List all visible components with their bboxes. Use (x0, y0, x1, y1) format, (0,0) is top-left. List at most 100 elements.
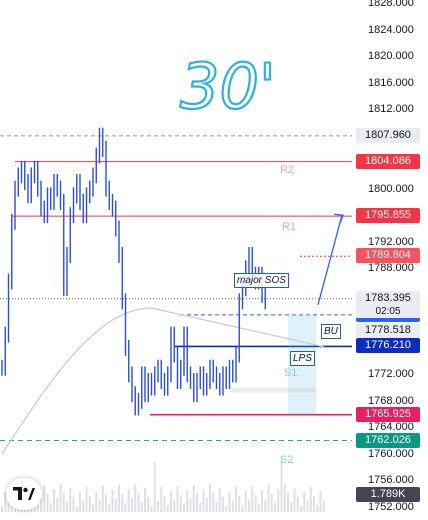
volume-bar (218, 488, 221, 512)
volume-bar (316, 505, 319, 512)
price-tick-label: 1816.000 (368, 76, 414, 89)
tradingview-logo[interactable] (6, 478, 42, 510)
volume-bar (248, 500, 250, 512)
pivot-label-r2: R2 (280, 164, 294, 176)
volume-bar (72, 497, 75, 512)
volume-bar (277, 489, 280, 512)
volume-bar (111, 490, 114, 512)
volume-bar (150, 506, 153, 512)
volume-bar (257, 504, 260, 512)
volume-bar (205, 498, 208, 512)
volume-bar (215, 502, 218, 512)
volume-bar (274, 503, 276, 512)
volume-bar (202, 489, 205, 512)
volume-bar (147, 497, 150, 512)
volume-bar (270, 494, 273, 512)
volume-bar (1, 506, 3, 512)
volume-bar (137, 493, 140, 512)
volume-bar (176, 486, 179, 512)
volume-bar (101, 486, 104, 512)
volume-bar (222, 497, 224, 512)
price-tick-label: 1760.000 (368, 447, 414, 460)
projection-arrow (317, 215, 343, 305)
volume-bar (118, 485, 120, 512)
volume-bar (241, 505, 244, 512)
volume-bar (296, 497, 299, 512)
support-zone-box (230, 387, 316, 393)
volume-bar (95, 491, 98, 512)
volume-bar (124, 503, 127, 512)
volume-bar (105, 495, 107, 512)
volume-bar (40, 499, 42, 512)
volume-bar (59, 484, 62, 512)
volume-bar (134, 484, 137, 512)
volume-bar (183, 504, 185, 512)
volume-bar (283, 484, 286, 512)
volume-bar (189, 499, 192, 512)
price-tick-label: 1772.000 (368, 368, 414, 381)
price-chart[interactable]: 30' R2 R1 S1 S2 (0, 0, 352, 520)
volume-bar (157, 501, 159, 512)
volume-bar (153, 462, 156, 512)
volume-bar (251, 486, 254, 512)
price-tick-label: 1764.000 (368, 421, 414, 434)
volume-bar (92, 505, 94, 512)
price-tag-tag-low: 1765.925 (356, 406, 420, 422)
tradingview-logo-icon (13, 487, 35, 500)
volume-bar (144, 488, 146, 512)
price-candles (1, 127, 266, 416)
volume-bar (160, 487, 163, 512)
volume-bar (319, 491, 322, 512)
bar-countdown: 02:05 (356, 305, 420, 318)
major-sos-label: major SOS (234, 273, 289, 288)
volume-bar (287, 493, 289, 512)
price-tick-label: 1768.000 (368, 394, 414, 407)
volume-bar (33, 504, 36, 512)
volume-bar (303, 492, 306, 512)
volume-bar (225, 506, 228, 512)
horizontal-levels (0, 135, 352, 442)
price-tag-tag-last: 1783.395 (356, 290, 420, 306)
volume-bar (196, 494, 198, 512)
price-tick-label: 1756.000 (368, 474, 414, 487)
volume-bar (69, 488, 72, 512)
volume-bar (62, 493, 65, 512)
volume-bar (127, 489, 130, 512)
bu-label: BU (321, 324, 341, 339)
volume-bar (166, 505, 169, 512)
volume-bar (98, 500, 101, 512)
volume-bar (293, 488, 296, 512)
price-tag-tag-ma: 1778.518 (356, 323, 420, 339)
volume-bar (290, 502, 293, 512)
volume-bar (56, 498, 59, 512)
volume-bar (244, 491, 247, 512)
volume-bar (49, 503, 52, 512)
price-tick-label: 1828.000 (368, 0, 414, 9)
volume-bar (108, 504, 111, 512)
volume-bar (85, 487, 88, 512)
volume-bar (309, 487, 312, 512)
volume-bar (238, 496, 241, 512)
volume-bar (173, 500, 176, 512)
price-tick-label: 1752.000 (368, 501, 414, 513)
volume-bar (170, 491, 172, 512)
volume-bar (43, 485, 46, 512)
volume-bar (186, 490, 189, 512)
pivot-label-s1: S1 (284, 367, 297, 379)
lps-label: LPS (290, 351, 315, 366)
price-tag-tag-lps: 1776.210 (356, 338, 420, 354)
volume-bar (66, 502, 68, 512)
volume-bar (199, 503, 202, 512)
volume-bar (75, 506, 78, 512)
price-tick-label: 1820.000 (368, 50, 414, 63)
price-tag-tag-volume: 1.789K (356, 487, 420, 502)
volume-bar (88, 496, 91, 512)
volume-bar (228, 492, 231, 512)
volume-bars (1, 458, 325, 512)
volume-bar (306, 501, 309, 512)
volume-bar (313, 496, 315, 512)
volume-bar (79, 492, 81, 512)
volume-bar (131, 498, 133, 512)
moving-average-line (1, 307, 324, 455)
